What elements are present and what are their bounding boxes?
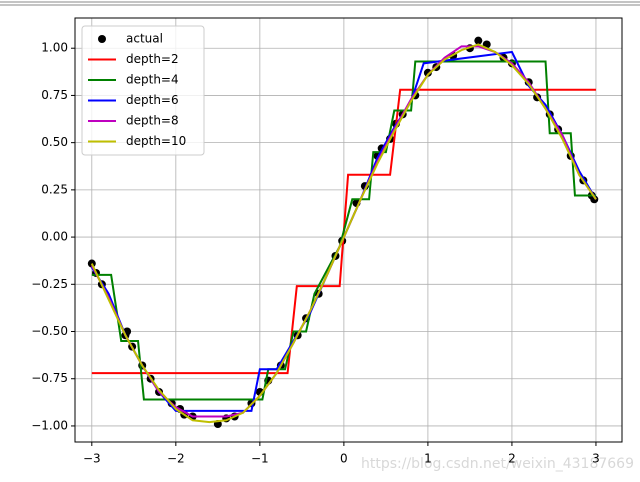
data-point <box>474 36 483 45</box>
y-tick-label: −0.25 <box>31 277 68 291</box>
y-tick-label: 0.50 <box>41 135 68 149</box>
legend-label: depth=6 <box>126 93 179 107</box>
y-tick-label: −1.00 <box>31 418 68 432</box>
x-tick-label: 2 <box>508 452 516 466</box>
legend-box <box>81 25 205 156</box>
x-tick-label: −3 <box>83 452 101 466</box>
y-tick-label: 1.00 <box>41 41 68 55</box>
series-line <box>91 60 596 401</box>
x-tick-label: −2 <box>167 452 185 466</box>
y-tick-label: 0.00 <box>41 230 68 244</box>
x-tick-label: 0 <box>340 452 348 466</box>
y-tick-label: −0.50 <box>31 324 68 338</box>
legend-label: depth=2 <box>126 52 179 66</box>
x-tick-label: −1 <box>251 452 269 466</box>
y-tick-label: 0.25 <box>41 182 68 196</box>
x-tick-label: 1 <box>424 452 432 466</box>
legend-label: depth=10 <box>126 134 186 148</box>
y-tick-label: −0.75 <box>31 371 68 385</box>
plot-frame <box>74 17 623 443</box>
x-tick-label: 3 <box>592 452 600 466</box>
data-point <box>590 195 599 204</box>
series-line <box>90 43 597 424</box>
y-tick-label: 0.75 <box>41 88 68 102</box>
data-point <box>423 68 432 77</box>
legend-marker <box>98 35 106 43</box>
legend-label: depth=8 <box>126 114 179 128</box>
watermark: https://blog.csdn.net/weixin_43187669 <box>361 456 634 472</box>
legend-label: depth=4 <box>126 73 179 87</box>
legend-label: actual <box>126 32 163 46</box>
